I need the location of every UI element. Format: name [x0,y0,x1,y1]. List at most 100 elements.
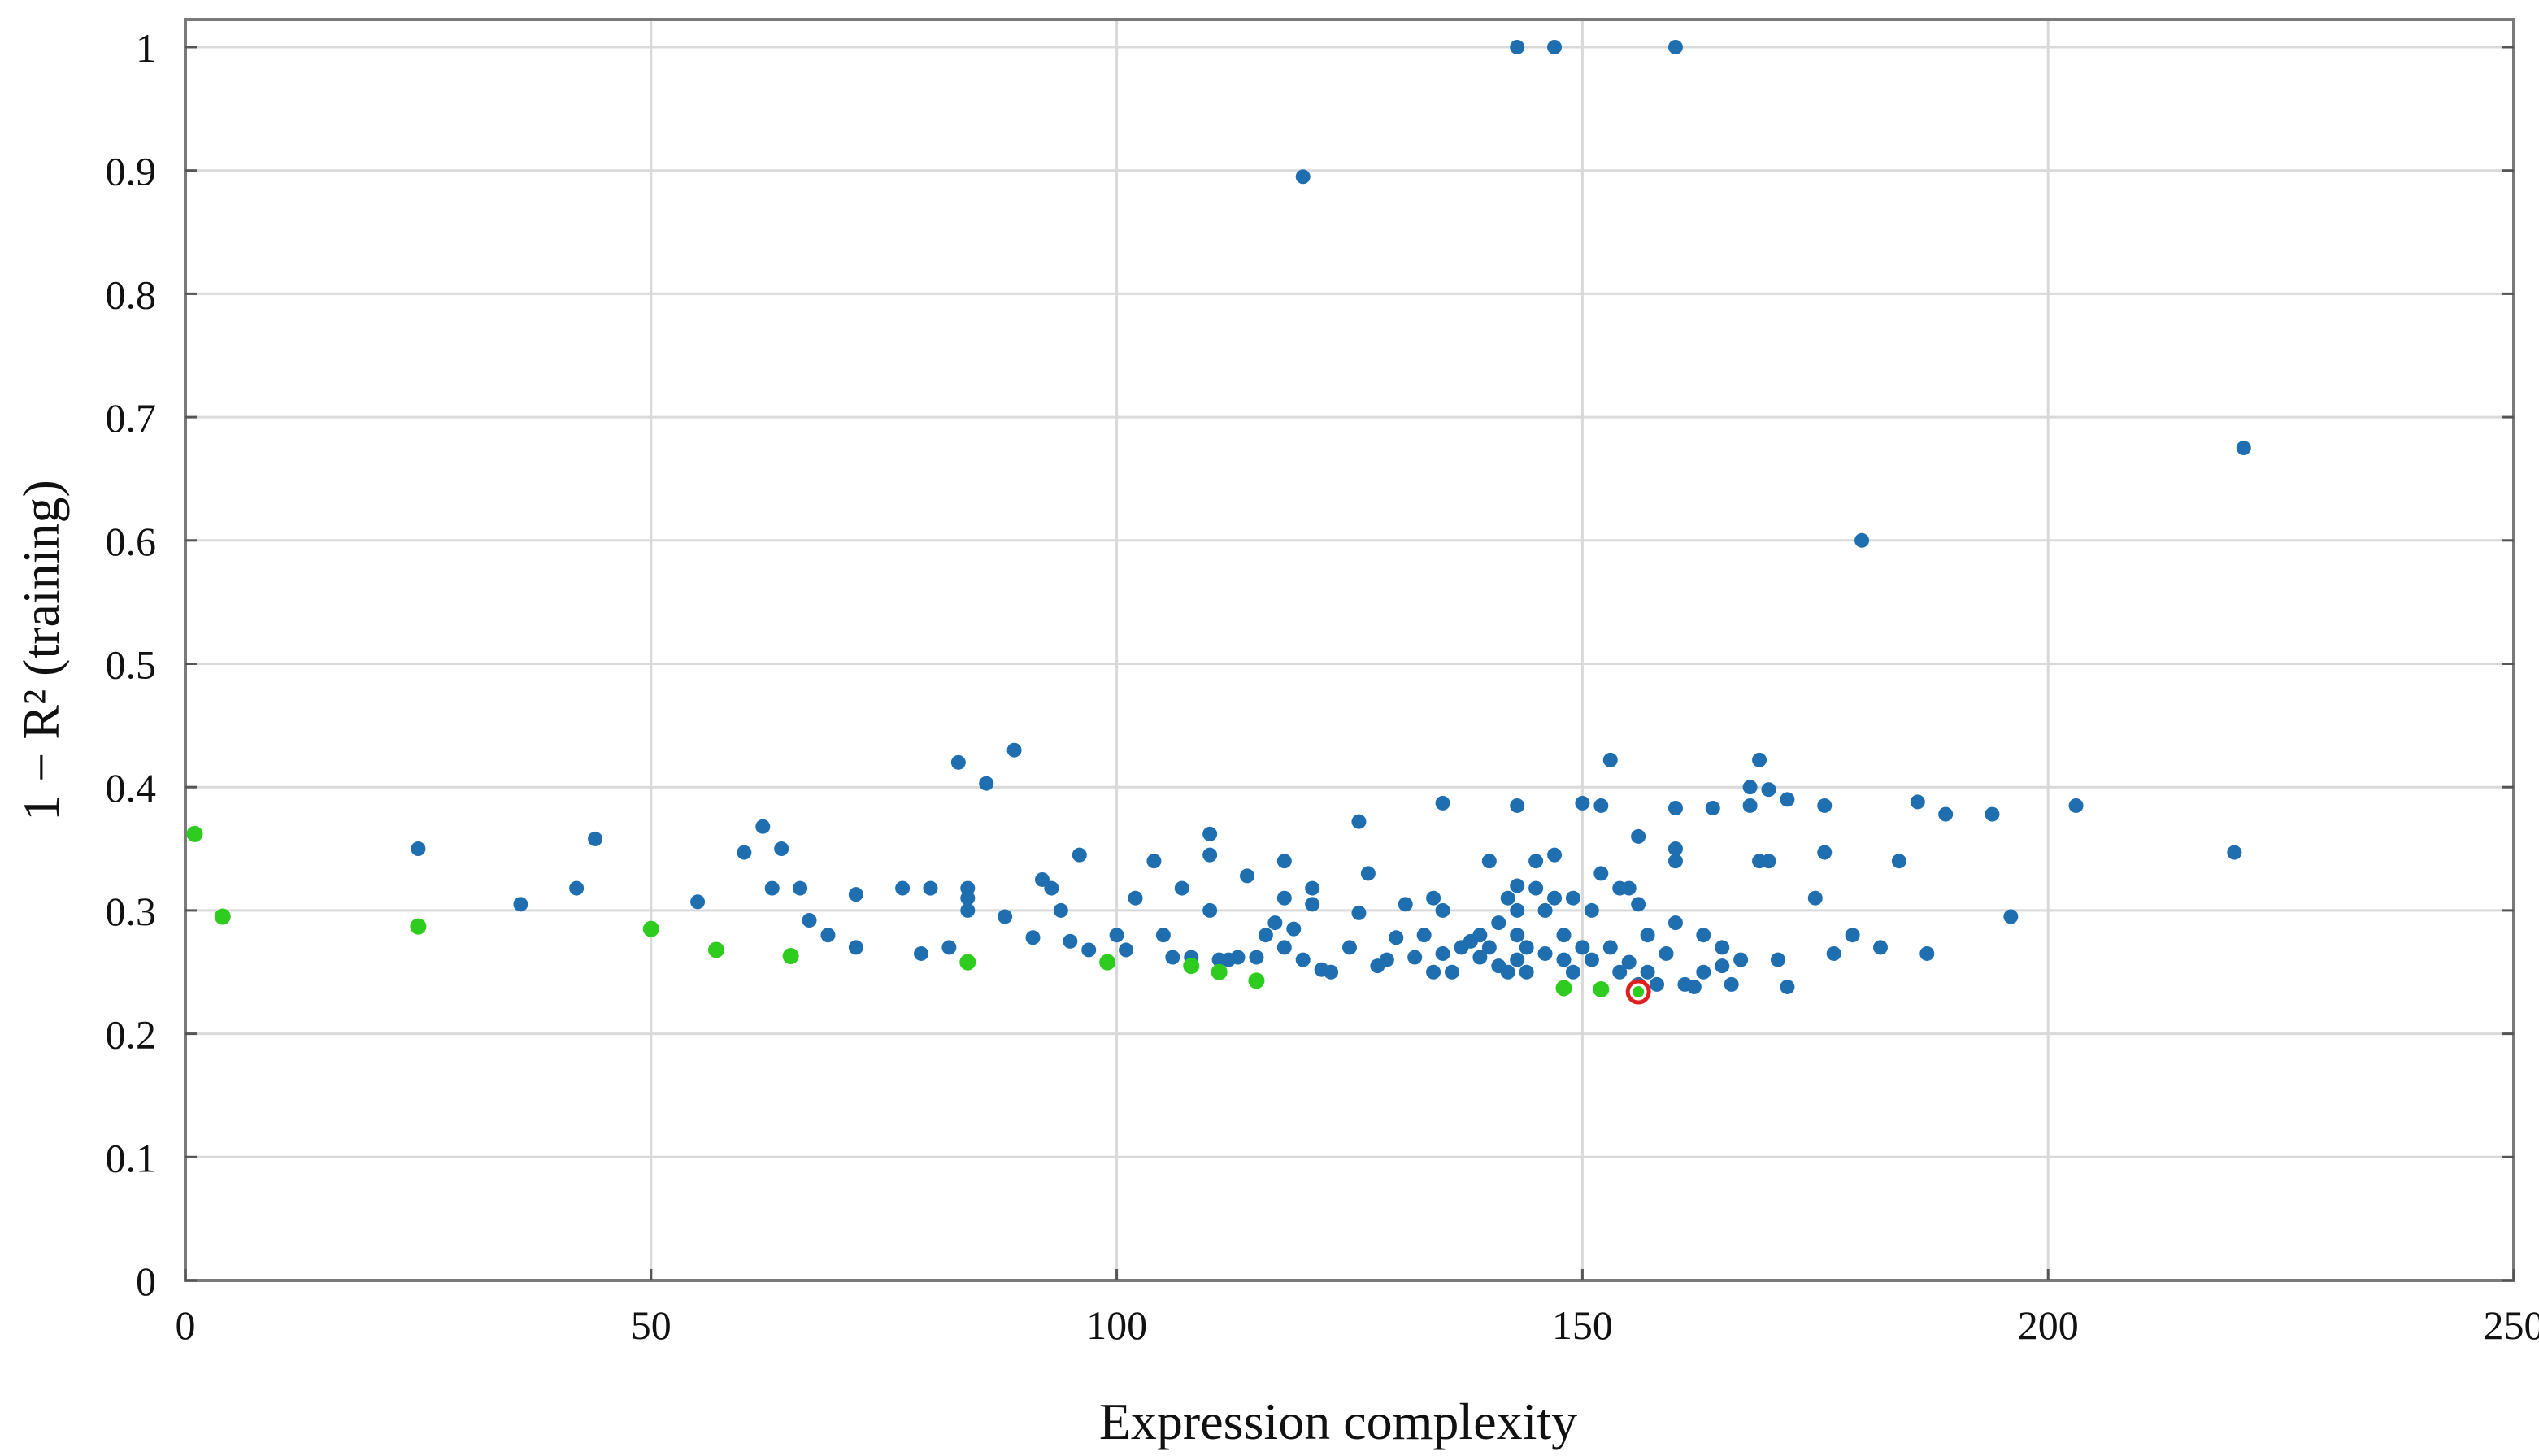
model-point [1891,854,1906,869]
model-point [1155,928,1171,943]
pareto-front-point [1211,963,1228,980]
y-tick-label: 0.1 [106,1135,157,1180]
model-point [755,819,771,834]
model-point [1389,930,1404,945]
model-point [2068,798,2084,813]
model-point [1556,928,1572,943]
model-point [1667,800,1683,815]
model-point [1556,952,1572,967]
model-point [998,909,1013,924]
model-point [1351,905,1367,920]
model-point [1667,40,1683,54]
model-point [1547,40,1563,54]
model-point [1537,902,1553,918]
model-point [1696,928,1711,943]
model-point [1872,940,1888,955]
model-point [1752,752,1767,767]
model-point [960,902,976,918]
model-point [737,845,752,860]
model-point [1510,40,1525,54]
model-point [1547,890,1563,906]
model-point [1724,976,1739,992]
model-point [690,894,706,910]
model-point [1640,928,1655,943]
model-point [1128,890,1143,906]
model-point [1510,798,1525,813]
model-point [1612,964,1628,980]
x-tick-label: 100 [1086,1302,1147,1348]
model-point [820,928,836,943]
model-point [1360,866,1376,881]
model-point [1510,902,1525,918]
y-tick-label: 0.4 [106,765,157,811]
model-point [1435,902,1450,918]
model-point [1667,915,1683,931]
model-point [1072,847,1087,863]
pareto-front-point [410,918,427,935]
model-point [1659,945,1674,961]
model-point [1053,902,1068,918]
model-point [895,880,911,896]
x-tick-label: 200 [2018,1302,2079,1348]
model-point [588,831,603,846]
model-point [1985,806,2000,822]
model-point [1593,866,1609,881]
model-point [1640,964,1655,980]
model-point [1528,880,1544,896]
model-point [1602,752,1618,767]
model-point [1025,930,1041,945]
model-point [1715,958,1730,974]
pareto-front-point [1183,958,1200,975]
model-point [1715,940,1730,955]
model-point [1537,945,1553,961]
model-point [1667,841,1683,857]
model-point [1621,954,1637,970]
model-point [2003,909,2019,924]
y-tick-label: 0.6 [106,519,157,564]
model-point [1249,950,1264,965]
y-tick-label: 0.7 [106,395,157,441]
y-tick-label: 0.2 [106,1012,157,1058]
model-point [793,880,808,896]
point-layer [186,40,2251,1005]
model-point [1826,945,1841,961]
model-point [1575,795,1590,811]
model-point [1342,940,1357,955]
model-point [1770,952,1785,967]
model-point [411,841,426,857]
model-point [1742,798,1758,813]
model-point [774,841,789,857]
model-point [1584,902,1599,918]
model-point [569,880,585,896]
model-point [1817,798,1833,813]
grid-layer [185,20,2514,1280]
y-tick-label: 0.9 [106,149,157,194]
model-point [1006,742,1022,758]
model-point [1305,880,1320,896]
pareto-front-point [1555,980,1572,997]
model-point [1239,868,1254,884]
y-tick-label: 0.3 [106,889,157,934]
model-point [1063,933,1078,949]
model-point [1276,940,1292,955]
model-point [1780,792,1795,807]
model-point [1435,795,1450,811]
model-point [2236,441,2251,456]
model-point [1565,890,1580,906]
pareto-front-point [1099,954,1116,971]
x-axis-label: Expression complexity [1099,1393,1577,1450]
model-point [1426,964,1441,980]
model-point [1034,871,1050,887]
model-point [1174,880,1189,896]
model-point [1044,880,1059,896]
model-point [1547,847,1563,863]
model-point [1324,964,1339,980]
model-point [1584,952,1599,967]
model-point [1472,928,1488,943]
model-point [1696,964,1711,980]
x-tick-label: 250 [2484,1302,2539,1348]
model-point [1379,952,1394,967]
y-axis-label: 1 − R² (training) [12,480,70,821]
model-point [1519,940,1534,955]
model-point [1295,952,1311,967]
